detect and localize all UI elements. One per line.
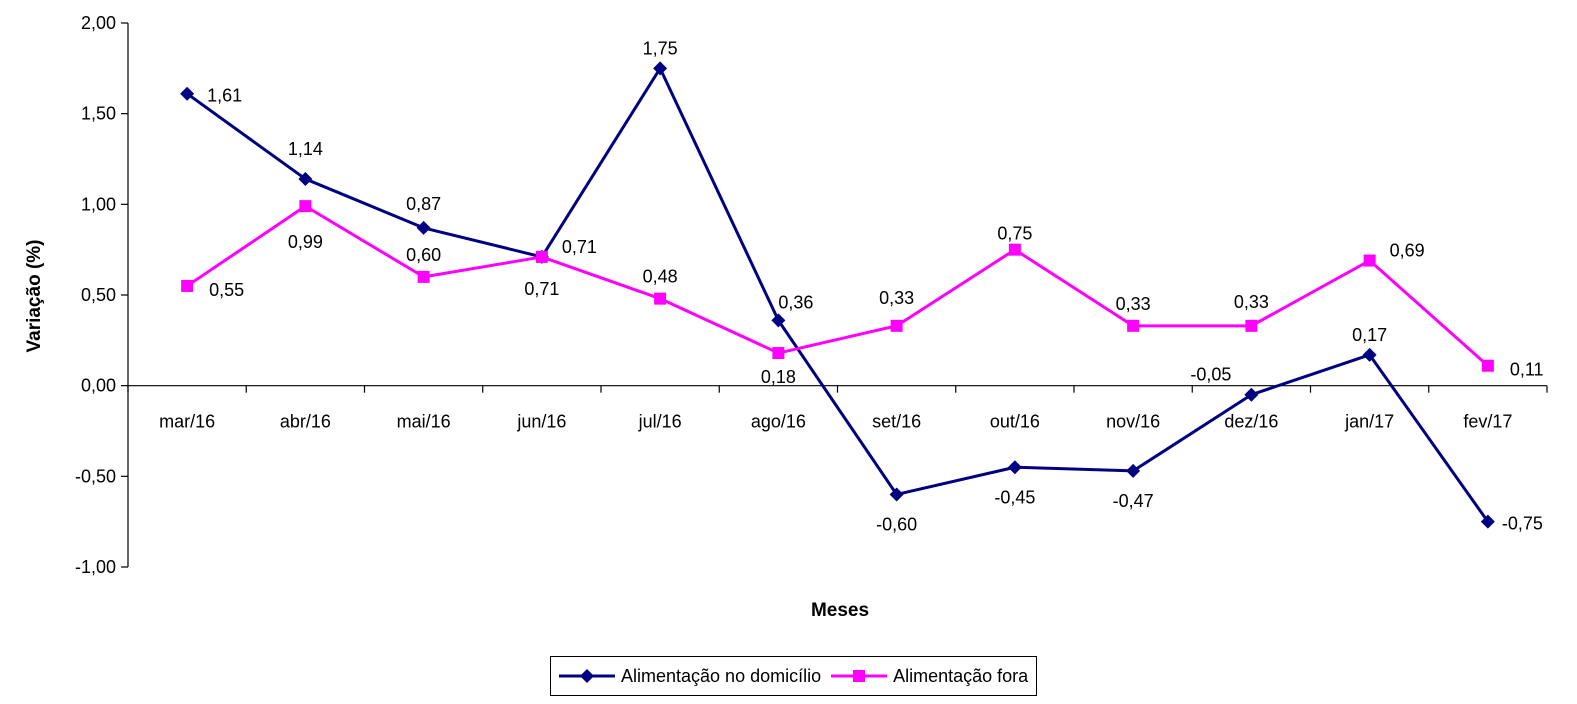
data-point: [889, 487, 904, 502]
x-tick-label: mai/16: [397, 412, 451, 432]
x-tick-label: jul/16: [638, 412, 682, 432]
data-label: 1,61: [207, 86, 242, 106]
series-line: [186, 204, 1489, 367]
x-tick-label: mar/16: [159, 412, 215, 432]
data-label: -0,75: [1502, 514, 1543, 534]
y-tick-label: -1,00: [75, 557, 116, 577]
data-label: 0,33: [1234, 292, 1269, 312]
data-label: 0,60: [406, 245, 441, 265]
data-point: [1007, 460, 1022, 475]
x-tick-label: jun/16: [516, 412, 566, 432]
data-point: [653, 61, 668, 76]
data-point: [1127, 319, 1140, 332]
data-point: [1126, 463, 1141, 478]
data-label: 0,36: [778, 292, 813, 312]
x-tick-label: abr/16: [280, 412, 331, 432]
legend-label-domicilio: Alimentação no domicílio: [621, 665, 822, 686]
data-point: [1362, 347, 1377, 362]
series-line: [186, 66, 1490, 523]
x-tick-label: nov/16: [1106, 412, 1160, 432]
data-point: [298, 171, 313, 186]
data-label: 1,14: [288, 139, 323, 159]
data-label: 0,69: [1390, 241, 1425, 261]
series-alimentacao-fora: [181, 200, 1494, 372]
data-point: [416, 220, 431, 235]
data-point: [1480, 514, 1495, 529]
data-label: 0,55: [209, 280, 244, 300]
data-label: -0,45: [994, 487, 1035, 507]
x-tick-label: fev/17: [1463, 412, 1512, 432]
y-tick-label: 0,50: [81, 285, 116, 305]
data-point: [181, 279, 194, 292]
data-point: [771, 313, 786, 328]
data-point: [535, 250, 548, 263]
data-point: [1245, 319, 1258, 332]
y-tick-label: 0,00: [81, 376, 116, 396]
y-tick-label: 1,50: [81, 104, 116, 124]
x-tick-label: dez/16: [1224, 412, 1278, 432]
legend: Alimentação no domicílio Alimentação for…: [550, 656, 1038, 696]
data-label: 0,99: [288, 232, 323, 252]
data-label: 0,71: [524, 279, 559, 299]
data-point: [1244, 387, 1259, 402]
data-label: 0,71: [562, 237, 597, 257]
line-chart: 2,00 1,50 1,00 0,50 0,00 -0,50 -1,00 mar/16 abr…: [24, 13, 1548, 621]
x-tick-label: out/16: [990, 412, 1040, 432]
x-axis-ticks: mar/16 abr/16 mai/16 jun/16 jul/16 ago/16 set/…: [127, 385, 1548, 432]
data-label: -0,47: [1113, 491, 1154, 511]
data-label: 0,33: [879, 288, 914, 308]
y-tick-label: -0,50: [75, 466, 116, 486]
data-point: [654, 292, 667, 305]
series-layer: [180, 61, 1495, 529]
legend-item-fora: Alimentação fora: [829, 666, 1028, 687]
y-tick-label: 2,00: [81, 13, 116, 33]
data-point: [1363, 254, 1376, 267]
y-axis-title: Variação (%): [24, 240, 45, 353]
data-label: 1,75: [643, 38, 678, 58]
series-alimentacao-no-domicilio: [180, 61, 1495, 529]
data-label: 0,87: [406, 194, 441, 214]
data-label: 0,11: [1510, 360, 1544, 380]
x-tick-label: jan/17: [1344, 412, 1394, 432]
data-label: 0,18: [761, 367, 796, 387]
data-label: 0,75: [997, 224, 1032, 244]
legend-label-fora: Alimentação fora: [893, 665, 1029, 686]
data-point: [1481, 359, 1494, 372]
x-tick-label: set/16: [872, 412, 921, 432]
legend-item-domicilio: Alimentação no domicílio: [557, 666, 821, 687]
data-label: -0,05: [1190, 365, 1231, 385]
square-marker-icon: [831, 670, 888, 682]
y-tick-label: 1,00: [81, 194, 116, 214]
data-point: [772, 347, 785, 360]
y-axis-ticks: 2,00 1,50 1,00 0,50 0,00 -0,50 -1,00: [75, 13, 128, 577]
data-label: -0,60: [876, 514, 917, 534]
x-axis-title: Meses: [811, 600, 869, 621]
data-point: [890, 319, 903, 332]
data-point: [299, 200, 312, 213]
diamond-marker-icon: [559, 669, 615, 683]
data-labels: 1,61 1,14 0,87 0,71 1,75 0,36 -0,60 -0,45 -0,47 -…: [207, 38, 1543, 534]
data-point: [180, 86, 195, 101]
data-label: 0,48: [643, 267, 678, 287]
x-tick-label: ago/16: [751, 412, 806, 432]
data-label: 0,33: [1116, 294, 1151, 314]
data-point: [1008, 243, 1021, 256]
data-point: [417, 270, 430, 283]
axes: [127, 23, 1547, 567]
data-label: 0,17: [1352, 325, 1387, 345]
